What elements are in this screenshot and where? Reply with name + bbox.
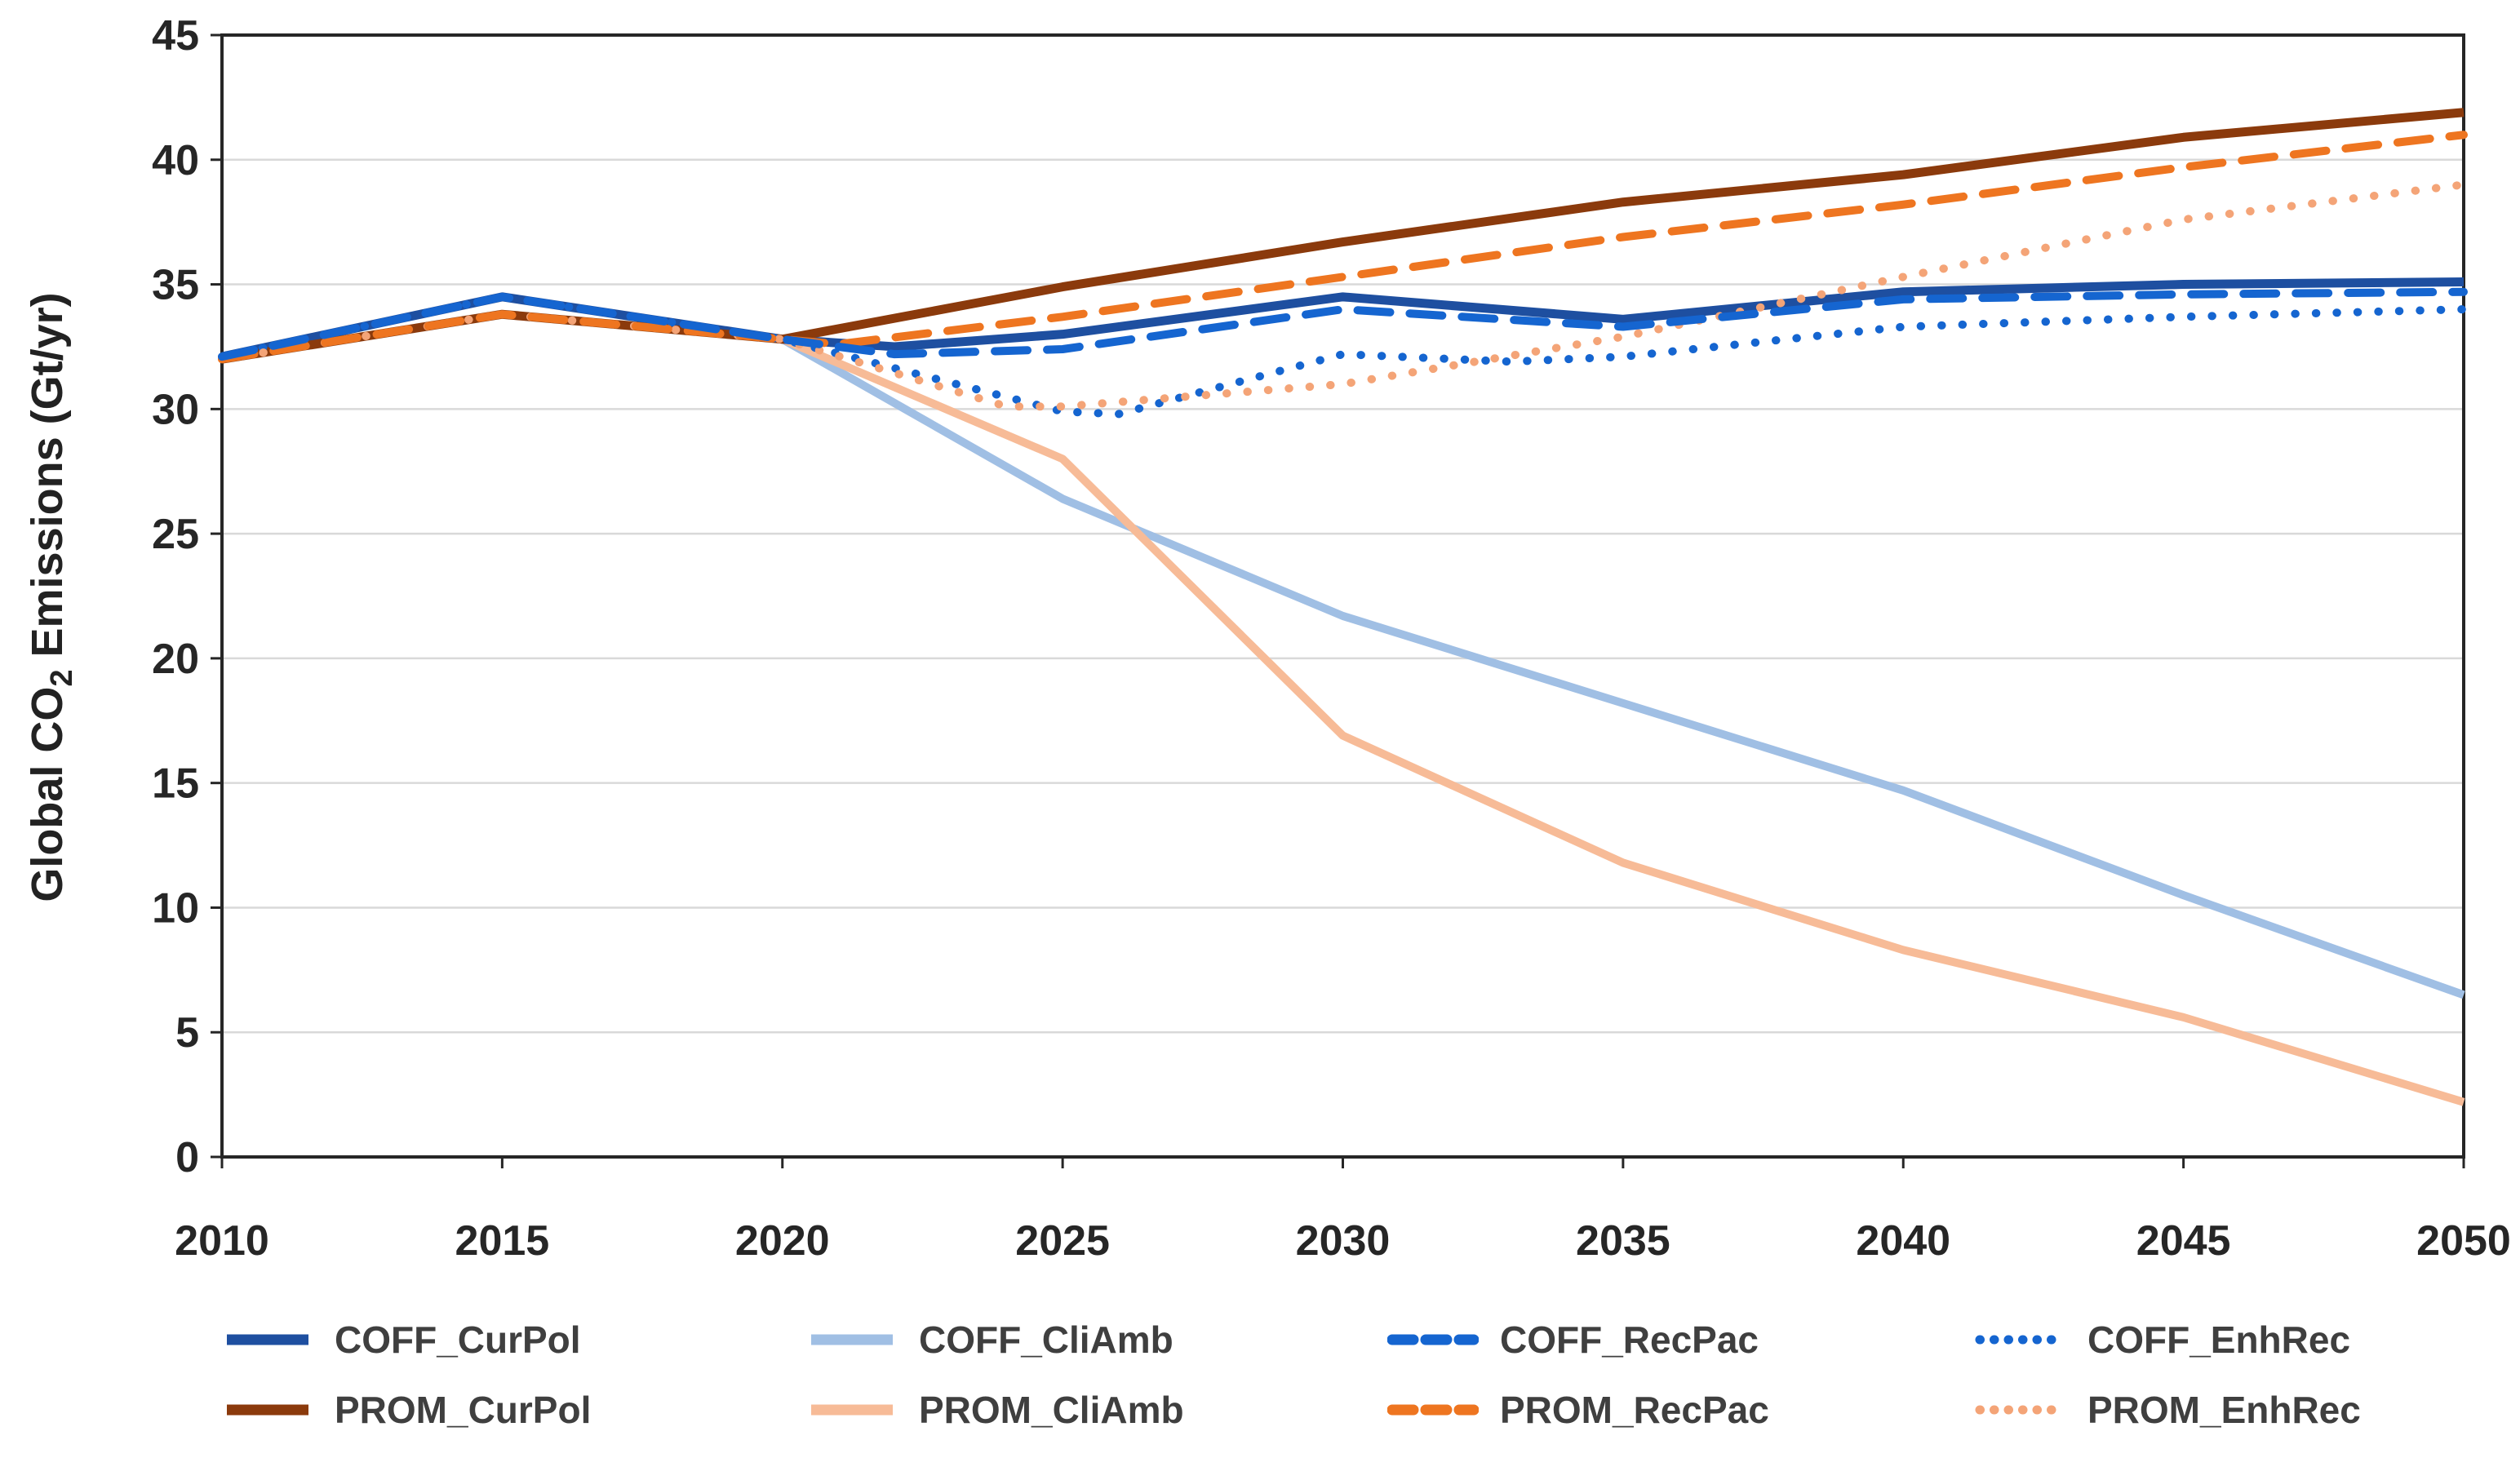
svg-text:20: 20 xyxy=(152,636,199,683)
svg-text:5: 5 xyxy=(175,1009,199,1057)
coff-recpac-line-swatch xyxy=(1387,1334,1479,1345)
svg-text:40: 40 xyxy=(152,137,199,184)
svg-text:2015: 2015 xyxy=(455,1217,550,1265)
legend-item-coff-cliamb: COFF_CliAmb xyxy=(806,1315,1173,1364)
svg-text:45: 45 xyxy=(152,12,199,60)
svg-text:25: 25 xyxy=(152,511,199,558)
svg-text:15: 15 xyxy=(152,760,199,808)
svg-text:2045: 2045 xyxy=(2136,1217,2231,1265)
legend-item-prom-curpol: PROM_CurPol xyxy=(222,1385,591,1434)
svg-text:10: 10 xyxy=(152,884,199,932)
legend-label: COFF_RecPac xyxy=(1500,1318,1759,1361)
svg-text:2020: 2020 xyxy=(735,1217,830,1265)
legend-label: PROM_RecPac xyxy=(1500,1389,1769,1431)
legend-item-coff-recpac: COFF_RecPac xyxy=(1387,1315,1759,1364)
svg-text:2035: 2035 xyxy=(1576,1217,1670,1265)
coff-curpol-line-swatch xyxy=(227,1334,308,1345)
svg-text:35: 35 xyxy=(152,262,199,309)
svg-text:2050: 2050 xyxy=(2416,1217,2511,1265)
legend-label: COFF_CurPol xyxy=(335,1318,581,1361)
prom-curpol-line-swatch xyxy=(227,1404,308,1416)
prom-recpac-line-swatch xyxy=(1387,1404,1479,1416)
svg-text:2025: 2025 xyxy=(1015,1217,1110,1265)
svg-text:2010: 2010 xyxy=(175,1217,269,1265)
svg-text:0: 0 xyxy=(175,1134,199,1181)
y-axis-title: Global CO2 Emissions (Gt/yr) xyxy=(23,292,79,902)
legend-label: PROM_EnhRec xyxy=(2087,1389,2361,1431)
legend-item-prom-recpac: PROM_RecPac xyxy=(1387,1385,1769,1434)
coff-enhrec-line-swatch xyxy=(1975,1335,2066,1345)
svg-text:2040: 2040 xyxy=(1856,1217,1950,1265)
legend-label: PROM_CliAmb xyxy=(919,1389,1184,1431)
legend-label: COFF_EnhRec xyxy=(2087,1318,2351,1361)
svg-text:30: 30 xyxy=(152,386,199,433)
legend-item-coff-enhrec: COFF_EnhRec xyxy=(1975,1315,2350,1364)
legend-item-prom-enhrec: PROM_EnhRec xyxy=(1975,1385,2361,1434)
svg-text:2030: 2030 xyxy=(1296,1217,1391,1265)
coff-cliamb-line-swatch xyxy=(811,1334,893,1345)
legend-label: COFF_CliAmb xyxy=(919,1318,1173,1361)
prom-enhrec-line-swatch xyxy=(1975,1405,2066,1415)
prom-cliamb-line-swatch xyxy=(811,1404,893,1416)
legend-label: PROM_CurPol xyxy=(335,1389,592,1431)
legend-item-prom-cliamb: PROM_CliAmb xyxy=(806,1385,1184,1434)
legend-item-coff-curpol: COFF_CurPol xyxy=(222,1315,581,1364)
